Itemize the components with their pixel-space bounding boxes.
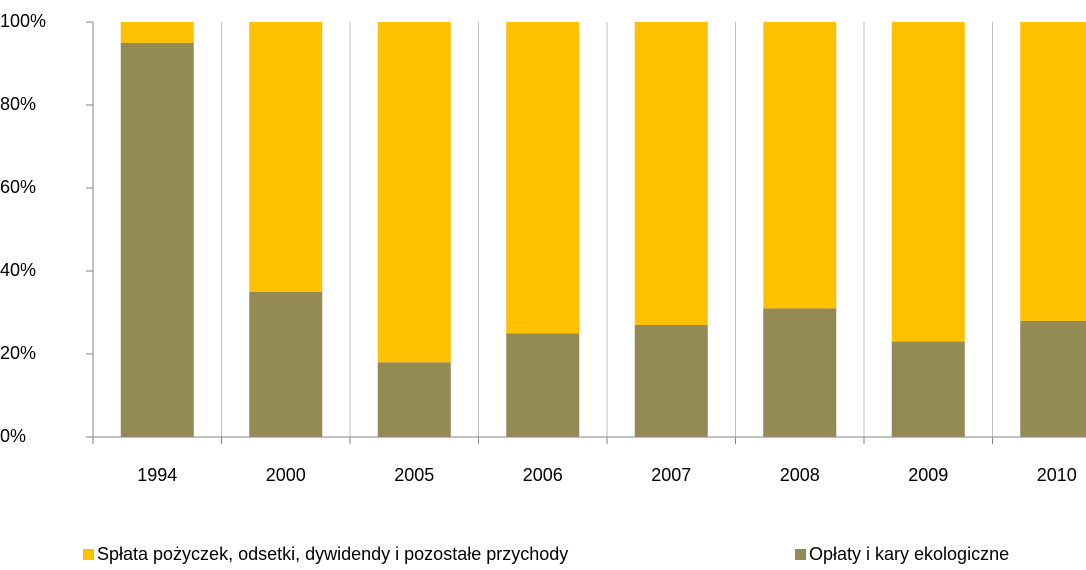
- bar-segment: [763, 308, 837, 437]
- bar-segment: [506, 333, 580, 437]
- bar-segment: [120, 22, 194, 43]
- bar-segment: [1020, 22, 1086, 321]
- bar-segment: [506, 22, 580, 334]
- legend-label: Spłata pożyczek, odsetki, dywidendy i po…: [97, 544, 568, 564]
- bar-segment: [377, 22, 451, 363]
- y-tick-label: 60%: [0, 177, 36, 197]
- y-tick-label: 80%: [0, 94, 36, 114]
- x-tick-label: 2000: [266, 465, 306, 485]
- legend-swatch: [83, 549, 94, 560]
- bar-segment: [377, 362, 451, 437]
- legend-swatch: [795, 549, 806, 560]
- x-tick-label: 2010: [1037, 465, 1077, 485]
- y-tick-label: 20%: [0, 343, 36, 363]
- y-tick-label: 0%: [0, 426, 26, 446]
- bar-segment: [891, 22, 965, 342]
- bar-segment: [249, 291, 323, 437]
- bar-segment: [1020, 320, 1086, 437]
- x-tick-label: 2007: [651, 465, 691, 485]
- y-tick-label: 100%: [0, 11, 46, 31]
- x-tick-label: 2008: [780, 465, 820, 485]
- y-tick-label: 40%: [0, 260, 36, 280]
- bar-segment: [891, 341, 965, 437]
- bar-segment: [249, 22, 323, 292]
- bar-segment: [120, 42, 194, 437]
- legend-label: Opłaty i kary ekologiczne: [809, 544, 1009, 564]
- x-tick-label: 2009: [908, 465, 948, 485]
- bar-segment: [634, 324, 708, 437]
- x-tick-label: 1994: [137, 465, 177, 485]
- bar-segment: [763, 22, 837, 309]
- x-tick-label: 2006: [523, 465, 563, 485]
- bar-segment: [634, 22, 708, 325]
- x-tick-label: 2005: [394, 465, 434, 485]
